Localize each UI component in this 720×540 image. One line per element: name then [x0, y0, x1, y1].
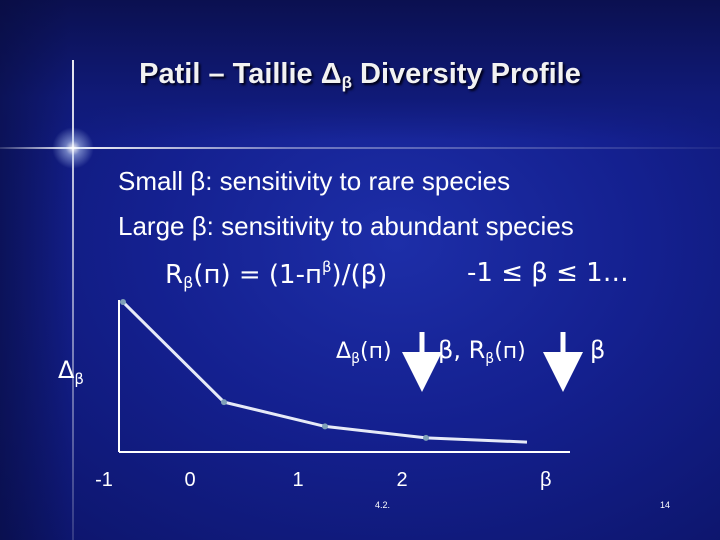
- curve-point: [322, 423, 328, 430]
- func-mid-arg: (п): [494, 339, 526, 364]
- footer-left: 4.2.: [375, 500, 390, 510]
- formula-sup: β: [321, 258, 332, 276]
- func-mid: β, R: [438, 336, 485, 364]
- func-out-label: β: [590, 336, 605, 364]
- formula-b: )/(β): [331, 260, 388, 290]
- top-band: [0, 0, 720, 140]
- curve-point: [423, 434, 429, 441]
- curve-point: [221, 399, 227, 406]
- curve-point: [120, 299, 126, 305]
- func-mid-sub: β: [485, 351, 494, 367]
- formula-r-sub: β: [183, 273, 194, 292]
- x-tick-labels: -1 0 1 2: [95, 469, 407, 491]
- left-band: [0, 0, 70, 540]
- func-delta-sub: β: [351, 351, 360, 367]
- x-axis-label: β: [540, 469, 552, 491]
- decor-horizontal-line: [0, 147, 720, 149]
- func-mid-label: β, Rβ(п): [438, 336, 526, 367]
- bullet-large-beta: Large β: sensitivity to abundant species: [118, 211, 574, 241]
- profile-markers: [120, 299, 429, 441]
- title-prefix: Patil – Taillie Δ: [139, 58, 342, 90]
- y-axis-label: Δβ: [58, 356, 84, 388]
- y-axis-label-main: Δ: [58, 356, 75, 384]
- y-axis-label-sub: β: [74, 370, 84, 388]
- decor-star-glow: [52, 127, 94, 169]
- formula-r: R: [165, 260, 184, 290]
- formula-a: (п) = (1-п: [193, 260, 322, 290]
- slide-title: Patil – Taillie Δβ Diversity Profile: [0, 58, 720, 93]
- title-subscript: β: [341, 73, 352, 92]
- func-delta-label: Δβ(п): [336, 339, 392, 367]
- title-suffix: Diversity Profile: [351, 58, 581, 90]
- x-tick-label: 2: [396, 469, 407, 491]
- slide-number: 14: [660, 500, 670, 510]
- x-tick-label: -1: [95, 469, 113, 491]
- beta-range: -1 ≤ β ≤ 1…: [467, 258, 629, 288]
- func-delta-arg: (п): [360, 339, 392, 364]
- bullet-small-beta: Small β: sensitivity to rare species: [118, 166, 511, 196]
- x-tick-label: 0: [184, 469, 195, 491]
- decor-vertical-line: [72, 60, 74, 540]
- x-tick-label: 1: [292, 469, 303, 491]
- profile-curve: [121, 300, 528, 444]
- func-delta: Δ: [336, 339, 351, 364]
- formula-r-beta: Rβ(п) = (1-пβ)/(β): [165, 258, 387, 292]
